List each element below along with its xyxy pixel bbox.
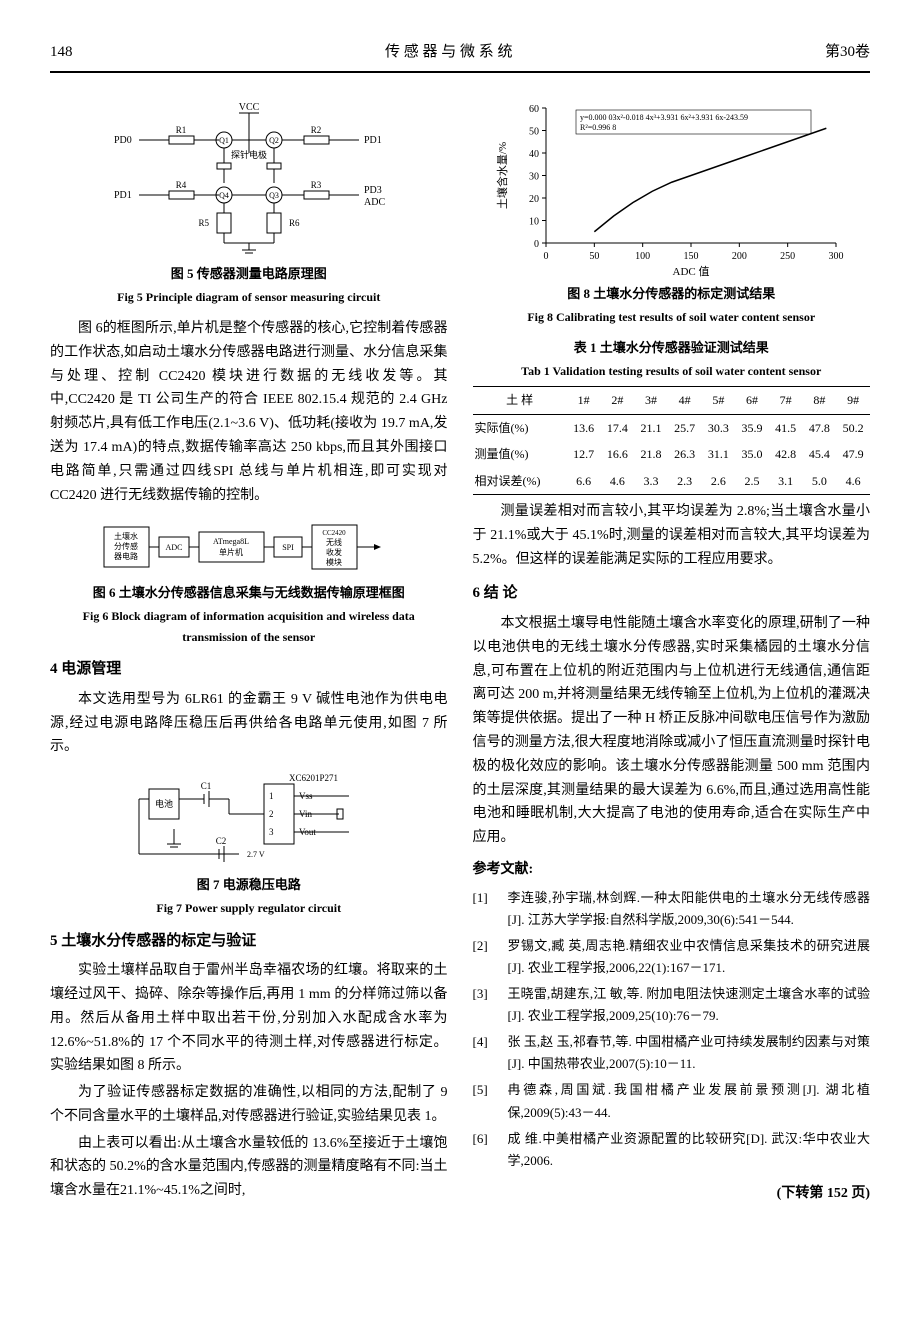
section-6-para: 本文根据土壤导电性能随土壤含水率变化的原理,研制了一种以电池供电的无线土壤水分传… — [473, 612, 871, 850]
svg-text:器电路: 器电路 — [114, 551, 138, 561]
svg-text:C2: C2 — [215, 836, 226, 846]
fig6-caption-cn: 图 6 土壤水分传感器信息采集与无线数据传输原理框图 — [50, 582, 448, 604]
svg-text:C1: C1 — [200, 781, 211, 791]
fig7-caption-cn: 图 7 电源稳压电路 — [50, 874, 448, 896]
section-5-p2: 为了验证传感器标定数据的准确性,以相同的方法,配制了 9 个不同含量水平的土壤样… — [50, 1081, 448, 1129]
figure-8: 0 10 20 30 40 50 60 0 50 100 150 200 250 300 ADC 值 土壤含水… — [473, 98, 871, 327]
circuit-diagram-icon: VCC PD0 R1 Q1 Q2 R2 PD1 — [99, 98, 399, 258]
svg-text:250: 250 — [780, 251, 795, 262]
svg-text:ADC 值: ADC 值 — [673, 265, 710, 278]
fig8-caption-en: Fig 8 Calibrating test results of soil w… — [473, 307, 871, 327]
calibration-chart-icon: 0 10 20 30 40 50 60 0 50 100 150 200 250 300 ADC 值 土壤含水… — [491, 98, 851, 278]
svg-text:分传感: 分传感 — [114, 541, 138, 551]
block-diagram-icon: 土壤水 分传感 器电路 ADC ATmega8L 单片机 SPI CC2420 … — [99, 517, 399, 577]
svg-text:100: 100 — [635, 251, 650, 262]
svg-text:SPI: SPI — [282, 543, 294, 552]
svg-text:R6: R6 — [289, 218, 300, 228]
section-5-title: 5 土壤水分传感器的标定与验证 — [50, 929, 448, 955]
svg-text:R²=0.996 8: R²=0.996 8 — [580, 123, 616, 132]
references-list: [1]李连骏,孙宇瑞,林剑辉.一种太阳能供电的土壤水分无线传感器[J]. 江苏大… — [473, 887, 871, 1172]
svg-text:300: 300 — [829, 251, 844, 262]
reference-item: [3]王晓雷,胡建东,江 敏,等. 附加电阻法快速测定土壤含水率的试验[J]. … — [473, 983, 871, 1027]
fig6-caption-en: Fig 6 Block diagram of information acqui… — [50, 606, 448, 647]
svg-text:R2: R2 — [310, 125, 321, 135]
section-4-para: 本文选用型号为 6LR61 的金霸王 9 V 碱性电池作为供电电源,经过电源电路… — [50, 688, 448, 759]
reference-item: [4]张 玉,赵 玉,祁春节,等. 中国柑橘产业可持续发展制约因素与对策[J].… — [473, 1031, 871, 1075]
svg-text:20: 20 — [529, 194, 539, 205]
right-column: 0 10 20 30 40 50 60 0 50 100 150 200 250 300 ADC 值 土壤含水… — [473, 88, 871, 1207]
svg-text:0: 0 — [534, 239, 539, 250]
svg-text:无线: 无线 — [326, 537, 342, 547]
svg-text:ADC: ADC — [364, 197, 385, 208]
svg-text:Q2: Q2 — [269, 136, 279, 145]
svg-text:收发: 收发 — [326, 547, 342, 557]
figure-7: XC6201P271 1 Vss 2 Vin 3 Vout 电池 C1 — [50, 769, 448, 918]
section-5-p3: 由上表可以看出:从土壤含水量较低的 13.6%至接近于土壤饱和状态的 50.2%… — [50, 1132, 448, 1203]
fig7-caption-en: Fig 7 Power supply regulator circuit — [50, 898, 448, 918]
left-column: VCC PD0 R1 Q1 Q2 R2 PD1 — [50, 88, 448, 1207]
svg-text:VCC: VCC — [238, 102, 259, 113]
svg-text:PD0: PD0 — [114, 135, 132, 146]
svg-text:R5: R5 — [198, 218, 209, 228]
continue-note: (下转第 152 页) — [473, 1182, 871, 1206]
svg-text:R1: R1 — [175, 125, 186, 135]
svg-text:模块: 模块 — [326, 557, 342, 567]
svg-text:40: 40 — [529, 149, 539, 160]
svg-text:Q4: Q4 — [219, 191, 229, 200]
svg-text:150: 150 — [684, 251, 699, 262]
validation-table: 土 样1#2#3#4#5#6#7#8#9#实际值(%)13.617.421.12… — [473, 386, 871, 495]
references-title: 参考文献: — [473, 858, 871, 882]
svg-text:30: 30 — [529, 171, 539, 182]
svg-text:Q3: Q3 — [269, 191, 279, 200]
power-circuit-icon: XC6201P271 1 Vss 2 Vin 3 Vout 电池 C1 — [129, 769, 369, 869]
figure-5: VCC PD0 R1 Q1 Q2 R2 PD1 — [50, 98, 448, 307]
section-6-title: 6 结 论 — [473, 581, 871, 607]
svg-text:50: 50 — [529, 126, 539, 137]
svg-text:单片机: 单片机 — [219, 547, 243, 557]
svg-text:3: 3 — [269, 827, 274, 837]
fig5-caption-cn: 图 5 传感器测量电路原理图 — [50, 263, 448, 285]
fig8-caption-cn: 图 8 土壤水分传感器的标定测试结果 — [473, 283, 871, 305]
svg-text:2: 2 — [269, 809, 274, 819]
svg-text:10: 10 — [529, 216, 539, 227]
svg-text:ADC: ADC — [165, 543, 182, 552]
svg-text:60: 60 — [529, 104, 539, 115]
svg-text:XC6201P271: XC6201P271 — [289, 773, 338, 783]
svg-text:土壤含水量/%: 土壤含水量/% — [495, 141, 509, 208]
svg-text:电池: 电池 — [155, 798, 173, 809]
tab1-caption-en: Tab 1 Validation testing results of soil… — [473, 361, 871, 381]
svg-text:R3: R3 — [310, 180, 321, 190]
svg-text:2.7 V: 2.7 V — [247, 850, 265, 859]
section-4-title: 4 电源管理 — [50, 657, 448, 683]
volume-number: 第30卷 — [825, 40, 870, 66]
svg-text:土壤水: 土壤水 — [114, 531, 138, 541]
tab1-caption-cn: 表 1 土壤水分传感器验证测试结果 — [473, 337, 871, 359]
svg-text:y=0.000 03x²-0.018 4x³+3.931 6: y=0.000 03x²-0.018 4x³+3.931 6x²+3.931 6… — [580, 113, 748, 122]
svg-text:探针电极: 探针电极 — [231, 149, 267, 160]
svg-text:PD1: PD1 — [364, 135, 382, 146]
page-header: 148 传 感 器 与 微 系 统 第30卷 — [50, 40, 870, 73]
para-1: 图 6的框图所示,单片机是整个传感器的核心,它控制着传感器的工作状态,如启动土壤… — [50, 317, 448, 507]
reference-item: [5]冉德森,周国斌.我国柑橘产业发展前景预测[J]. 湖北植保,2009(5)… — [473, 1079, 871, 1123]
section-5-p1: 实验土壤样品取自于雷州半岛幸福农场的红壤。将取来的土壤经过风干、捣碎、除杂等操作… — [50, 959, 448, 1078]
svg-text:PD1: PD1 — [114, 190, 132, 201]
svg-text:Q1: Q1 — [219, 136, 229, 145]
svg-text:0: 0 — [544, 251, 549, 262]
journal-name: 传 感 器 与 微 系 统 — [385, 40, 513, 66]
svg-text:PD3: PD3 — [364, 185, 382, 196]
svg-text:CC2420: CC2420 — [322, 529, 346, 537]
page-number: 148 — [50, 40, 73, 66]
svg-text:50: 50 — [590, 251, 600, 262]
svg-text:200: 200 — [732, 251, 747, 262]
para-r1: 测量误差相对而言较小,其平均误差为 2.8%;当土壤含水量小于 21.1%或大于… — [473, 500, 871, 571]
svg-text:1: 1 — [269, 791, 274, 801]
reference-item: [6]成 维.中美柑橘产业资源配置的比较研究[D]. 武汉:华中农业大学,200… — [473, 1128, 871, 1172]
fig5-caption-en: Fig 5 Principle diagram of sensor measur… — [50, 287, 448, 307]
reference-item: [2]罗锡文,臧 英,周志艳.精细农业中农情信息采集技术的研究进展[J]. 农业… — [473, 935, 871, 979]
svg-text:ATmega8L: ATmega8L — [213, 537, 249, 546]
reference-item: [1]李连骏,孙宇瑞,林剑辉.一种太阳能供电的土壤水分无线传感器[J]. 江苏大… — [473, 887, 871, 931]
svg-text:R4: R4 — [175, 180, 186, 190]
figure-6: 土壤水 分传感 器电路 ADC ATmega8L 单片机 SPI CC2420 … — [50, 517, 448, 647]
table-header-label: 土 样 — [473, 387, 567, 414]
